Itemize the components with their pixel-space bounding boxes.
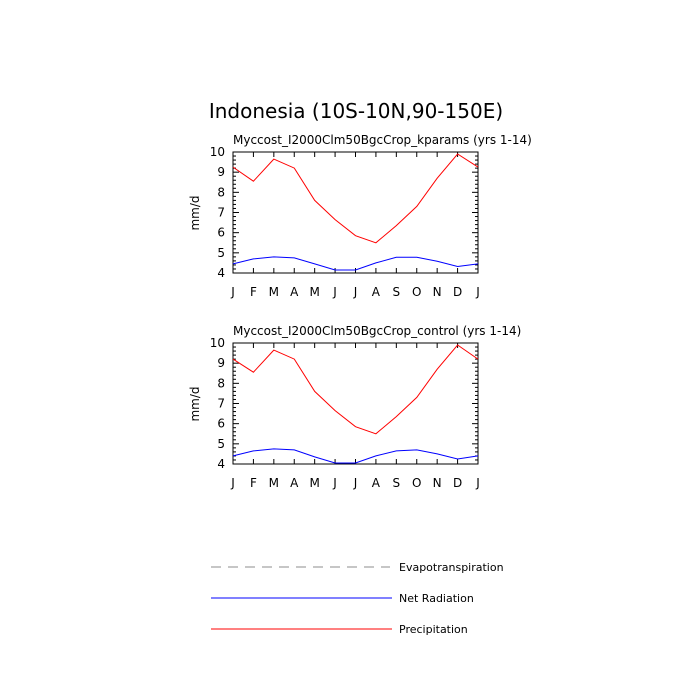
y-tick-label: 6 (217, 226, 225, 240)
x-tick-label: F (250, 476, 257, 490)
figure-title: Indonesia (10S-10N,90-150E) (209, 99, 503, 123)
y-tick-label: 9 (217, 356, 225, 370)
y-axis-label: mm/d (188, 195, 202, 230)
x-tick-label: J (332, 285, 337, 299)
plot-frame (232, 342, 479, 465)
x-tick-label: N (433, 285, 442, 299)
x-tick-label: D (453, 285, 462, 299)
x-tick-label: O (412, 476, 421, 490)
x-tick-label: A (290, 476, 299, 490)
x-tick-label: A (290, 285, 299, 299)
x-tick-label: O (412, 285, 421, 299)
legend-label-precipitation: Precipitation (399, 623, 468, 636)
x-tick-label: J (353, 476, 358, 490)
x-tick-label: J (230, 476, 235, 490)
y-axis-label: mm/d (188, 386, 202, 421)
x-tick-label: J (353, 285, 358, 299)
series-line-net-radiation (232, 256, 479, 271)
x-tick-label: J (475, 476, 480, 490)
y-tick-label: 9 (217, 165, 225, 179)
y-tick-label: 8 (217, 185, 225, 199)
y-tick-label: 10 (210, 145, 225, 159)
y-tick-label: 4 (217, 457, 225, 471)
x-tick-label: A (372, 285, 381, 299)
y-tick-label: 8 (217, 376, 225, 390)
x-tick-label: M (269, 285, 279, 299)
legend: Evapotranspiration Net Radiation Precipi… (211, 561, 504, 636)
y-tick-label: 5 (217, 437, 225, 451)
x-tick-label: M (309, 285, 319, 299)
y-tick-label: 7 (217, 397, 225, 411)
x-tick-label: J (475, 285, 480, 299)
panel-title: Myccost_I2000Clm50BgcCrop_control (yrs 1… (233, 324, 521, 338)
panel-kparams: Myccost_I2000Clm50BgcCrop_kparams (yrs 1… (188, 133, 532, 299)
series-line-precipitation (232, 344, 479, 435)
x-tick-label: S (393, 285, 401, 299)
plot-frame (232, 151, 479, 274)
y-tick-label: 4 (217, 266, 225, 280)
y-tick-label: 5 (217, 246, 225, 260)
x-tick-label: J (332, 476, 337, 490)
x-tick-label: D (453, 476, 462, 490)
x-tick-label: S (393, 476, 401, 490)
legend-label-evapotranspiration: Evapotranspiration (399, 561, 504, 574)
x-tick-label: M (309, 476, 319, 490)
series-line-net-radiation (232, 448, 479, 464)
x-tick-label: J (230, 285, 235, 299)
y-tick-label: 7 (217, 206, 225, 220)
panel-title: Myccost_I2000Clm50BgcCrop_kparams (yrs 1… (233, 133, 532, 147)
x-tick-label: F (250, 285, 257, 299)
x-tick-label: M (269, 476, 279, 490)
x-tick-label: N (433, 476, 442, 490)
panel-control: Myccost_I2000Clm50BgcCrop_control (yrs 1… (188, 324, 521, 490)
x-tick-label: A (372, 476, 381, 490)
legend-label-net-radiation: Net Radiation (399, 592, 474, 605)
y-tick-label: 10 (210, 336, 225, 350)
series-line-precipitation (232, 153, 479, 244)
y-tick-label: 6 (217, 417, 225, 431)
